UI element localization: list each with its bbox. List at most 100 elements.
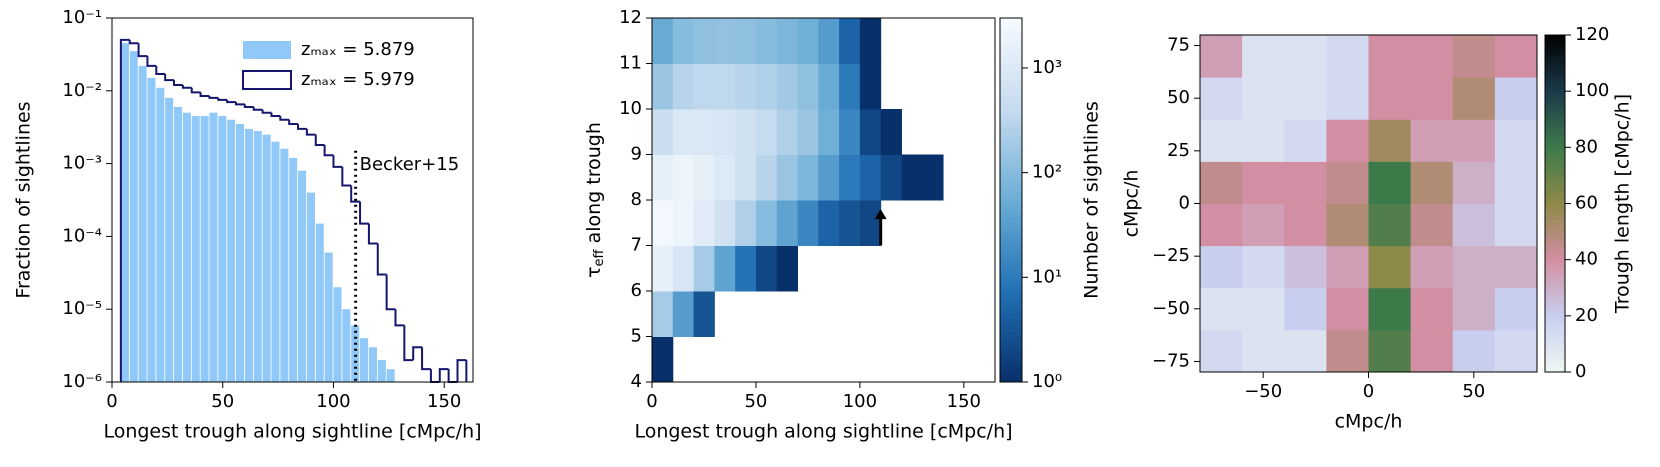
bar bbox=[386, 369, 395, 382]
x-tick-label: 100 bbox=[316, 391, 350, 412]
colorbar-swatch bbox=[1000, 281, 1022, 287]
bar bbox=[147, 77, 156, 382]
heatmap-cell bbox=[797, 18, 819, 64]
legend-swatch bbox=[242, 70, 292, 90]
bar bbox=[289, 157, 298, 382]
colorbar-swatch bbox=[1545, 72, 1565, 78]
colorbar-swatch bbox=[1545, 224, 1565, 230]
colorbar-swatch bbox=[1545, 279, 1565, 285]
colorbar-swatch bbox=[1545, 186, 1565, 192]
bar bbox=[324, 252, 333, 382]
step bbox=[252, 106, 263, 111]
heatmap-cell bbox=[714, 63, 736, 110]
colorbar-swatch bbox=[1000, 58, 1022, 64]
colorbar-swatch bbox=[1545, 89, 1565, 95]
bar bbox=[262, 134, 271, 382]
bar bbox=[174, 106, 183, 382]
heatmap-cell bbox=[1326, 35, 1369, 78]
colorbar-swatch bbox=[1545, 123, 1565, 129]
bar bbox=[156, 87, 165, 382]
colorbar-swatch bbox=[1545, 102, 1565, 108]
heatmap-cell bbox=[672, 18, 695, 64]
heatmap-cell bbox=[818, 63, 840, 110]
heatmap-cell bbox=[1452, 161, 1496, 204]
heatmap-cell bbox=[797, 109, 819, 155]
bar bbox=[368, 347, 377, 382]
heatmap-cell bbox=[755, 154, 778, 201]
x-tick-label: 50 bbox=[1462, 381, 1485, 402]
y-tick-label: 11 bbox=[619, 53, 642, 74]
colorbar-swatch bbox=[1000, 227, 1022, 233]
colorbar-swatch bbox=[1545, 144, 1565, 150]
bar bbox=[280, 148, 289, 382]
colorbar-swatch bbox=[1545, 237, 1565, 242]
colorbar-swatch bbox=[1000, 240, 1022, 246]
colorbar-swatch bbox=[1545, 254, 1565, 259]
colorbar-swatch bbox=[1000, 54, 1022, 60]
colorbar-swatch bbox=[1545, 98, 1565, 103]
colorbar-swatch bbox=[1000, 336, 1022, 342]
colorbar-swatch bbox=[1545, 64, 1565, 70]
colorbar-swatch bbox=[1000, 122, 1022, 128]
colorbar-tick-label: 20 bbox=[1575, 305, 1598, 326]
axes-frame bbox=[111, 17, 474, 383]
colorbar-tick-label: 10⁰ bbox=[1032, 371, 1062, 392]
heatmap-cell bbox=[1368, 245, 1412, 289]
colorbar-swatch bbox=[1545, 85, 1565, 91]
bar bbox=[306, 192, 315, 382]
colorbar-swatch bbox=[1000, 231, 1022, 237]
colorbar-swatch bbox=[1545, 140, 1565, 146]
colorbar-swatch bbox=[1000, 149, 1022, 155]
heatmap-cell bbox=[1368, 35, 1412, 78]
heatmap-cell bbox=[1326, 203, 1369, 247]
colorbar-swatch bbox=[1545, 317, 1565, 322]
arrow-head bbox=[874, 209, 887, 220]
heatmap-cell bbox=[1326, 245, 1369, 289]
colorbar-swatch bbox=[1545, 203, 1565, 209]
x-tick-label: 0 bbox=[1363, 381, 1374, 402]
heatmap-cell bbox=[1200, 203, 1243, 247]
colorbar-swatch bbox=[1000, 63, 1022, 69]
bar bbox=[315, 223, 324, 382]
colorbar-swatch bbox=[1000, 186, 1022, 192]
colorbar-tick-label: 120 bbox=[1575, 24, 1609, 45]
heatmap-cell bbox=[1494, 119, 1538, 162]
bar bbox=[191, 116, 200, 382]
heatmap-cell bbox=[1410, 161, 1454, 204]
colorbar-swatch bbox=[1000, 81, 1022, 87]
y-tick-label: 75 bbox=[1167, 35, 1190, 56]
heatmap-cell bbox=[755, 63, 778, 110]
y-tick-label: 7 bbox=[631, 235, 642, 256]
bar bbox=[165, 97, 174, 383]
bar bbox=[218, 116, 227, 382]
colorbar-swatch bbox=[1000, 300, 1022, 306]
colorbar-swatch bbox=[1000, 131, 1022, 137]
x-tick-label: 150 bbox=[427, 391, 461, 412]
colorbar-swatch bbox=[1545, 195, 1565, 200]
colorbar-swatch bbox=[1545, 51, 1565, 57]
bar bbox=[333, 287, 342, 382]
colorbar-swatch bbox=[1545, 304, 1565, 310]
step bbox=[208, 95, 219, 99]
y-tick-label: 10⁻³ bbox=[62, 153, 102, 174]
heatmap-cell bbox=[1452, 35, 1496, 78]
colorbar-swatch bbox=[1000, 45, 1022, 51]
colorbar-swatch bbox=[1000, 95, 1022, 101]
colorbar-swatch bbox=[1000, 72, 1022, 78]
colorbar-swatch bbox=[1000, 77, 1022, 83]
heatmap-cell bbox=[714, 18, 736, 64]
colorbar-swatch bbox=[1000, 354, 1022, 360]
colorbar-frame bbox=[999, 17, 1023, 383]
heatmap-cell bbox=[672, 154, 695, 201]
colorbar-swatch bbox=[1000, 127, 1022, 133]
bar bbox=[120, 43, 129, 383]
y-tick-label: 10⁻⁶ bbox=[62, 371, 102, 392]
heatmap-cell bbox=[1410, 35, 1454, 78]
colorbar-swatch bbox=[1000, 181, 1022, 187]
heatmap-cell bbox=[1242, 203, 1285, 247]
step bbox=[128, 39, 139, 45]
colorbar-swatch bbox=[1000, 263, 1022, 269]
colorbar-swatch bbox=[1000, 254, 1022, 260]
heatmap-cell bbox=[1452, 329, 1496, 373]
heatmap-cell bbox=[776, 109, 799, 155]
